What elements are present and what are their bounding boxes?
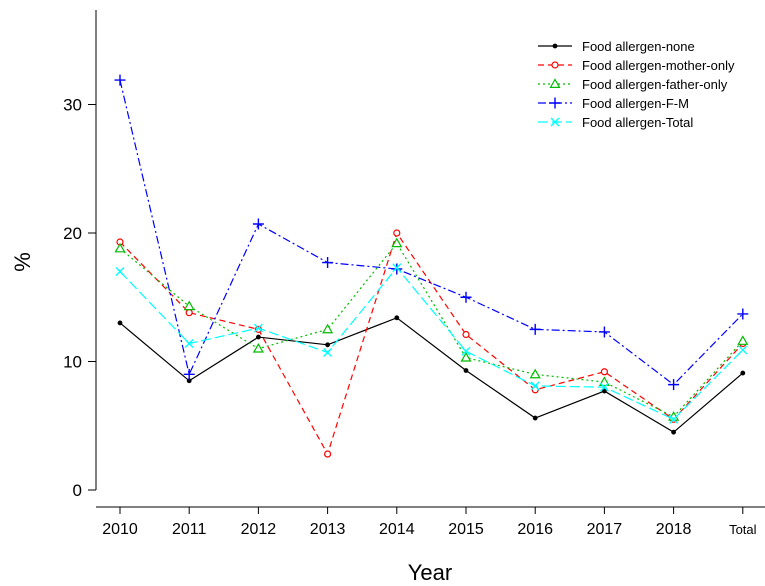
data-point-marker (737, 308, 749, 320)
legend: Food allergen-none Food allergen-mother-o… (538, 39, 735, 130)
data-point-marker (186, 378, 192, 384)
data-point-marker (462, 330, 470, 339)
data-point-marker (183, 300, 195, 311)
series-line (119, 231, 744, 456)
data-point-marker (114, 242, 126, 253)
data-point-marker (394, 315, 400, 321)
x-tick-label: 2013 (310, 521, 346, 538)
data-point-marker (529, 368, 541, 379)
legend-label: Food allergen-F-M (582, 96, 689, 111)
data-point-marker (392, 263, 402, 273)
legend-label: Food allergen-father-only (582, 77, 728, 92)
data-point-marker (738, 345, 748, 355)
x-tick-label: 2016 (517, 521, 553, 538)
data-point-marker (184, 339, 194, 349)
y-tick-label: 0 (73, 481, 82, 500)
x-tick-label: 2017 (587, 521, 623, 538)
data-point-marker (669, 414, 679, 424)
y-axis-title: % (10, 252, 35, 272)
series-3 (114, 74, 749, 391)
x-tick-label: 2018 (656, 521, 692, 538)
data-point-marker (602, 388, 607, 394)
data-point-marker (552, 43, 558, 49)
legend-item: Food allergen-F-M (538, 96, 689, 111)
y-tick-label: 20 (63, 224, 82, 243)
data-point-marker (737, 335, 749, 345)
data-point-marker (668, 379, 680, 391)
x-axis-title: Year (408, 560, 452, 585)
data-point-marker (598, 326, 610, 338)
series-4 (115, 263, 748, 424)
legend-label: Food allergen-mother-only (582, 58, 735, 73)
data-point-marker (325, 342, 330, 348)
x-tick-label: 2012 (241, 521, 277, 538)
data-point-marker (185, 309, 193, 317)
x-tick-label: 2010 (102, 521, 138, 538)
x-ticks: 2010 2011 2012 2013 2014 2015 2016 2017 2018 Tota… (102, 507, 757, 538)
legend-item: Food allergen-father-only (538, 77, 728, 92)
data-point-marker (252, 342, 264, 353)
data-point-marker (551, 61, 559, 69)
data-point-marker (252, 218, 264, 230)
data-point-marker (115, 267, 125, 277)
y-tick-label: 10 (63, 353, 82, 372)
x-tick-label: Total (729, 522, 757, 537)
x-tick-label: 2014 (379, 521, 415, 538)
data-point-marker (600, 368, 609, 376)
data-point-marker (324, 450, 332, 458)
data-point-marker (460, 291, 472, 303)
data-point-marker (322, 323, 334, 334)
data-point-marker (322, 257, 334, 269)
data-point-marker (323, 348, 333, 357)
data-point-marker (463, 368, 469, 373)
data-point-marker (671, 429, 676, 435)
data-point-marker (549, 97, 561, 109)
data-point-marker (117, 320, 123, 326)
y-tick-label: 30 (63, 96, 82, 115)
legend-label: Food allergen-Total (582, 115, 693, 130)
x-tick-label: 2011 (172, 521, 207, 538)
data-point-marker (549, 78, 561, 88)
data-point-marker (183, 368, 195, 380)
series-layer (114, 74, 749, 458)
y-ticks: 0 10 20 30 (63, 96, 96, 500)
data-point-marker (530, 381, 540, 391)
x-tick-label: 2015 (448, 521, 484, 538)
data-point-marker (550, 117, 560, 127)
data-point-marker (460, 351, 472, 362)
data-point-marker (393, 229, 401, 237)
data-point-marker (391, 237, 403, 248)
legend-item: Food allergen-mother-only (538, 58, 735, 73)
data-point-marker (253, 323, 263, 333)
data-point-marker (532, 415, 538, 421)
data-point-marker (114, 74, 126, 86)
series-2 (114, 237, 749, 421)
data-point-marker (256, 334, 261, 340)
legend-item: Food allergen-none (538, 39, 695, 54)
data-point-marker (391, 263, 403, 275)
series-line (119, 266, 744, 421)
series-line (119, 317, 744, 433)
legend-label: Food allergen-none (582, 39, 695, 54)
legend-item: Food allergen-Total (538, 115, 693, 130)
data-point-marker (529, 323, 541, 335)
data-point-marker (461, 346, 471, 356)
data-point-marker (598, 376, 610, 387)
series-line (119, 242, 744, 418)
data-point-marker (599, 382, 609, 392)
series-line (119, 79, 744, 386)
series-0 (117, 315, 746, 435)
data-point-marker (740, 370, 746, 376)
